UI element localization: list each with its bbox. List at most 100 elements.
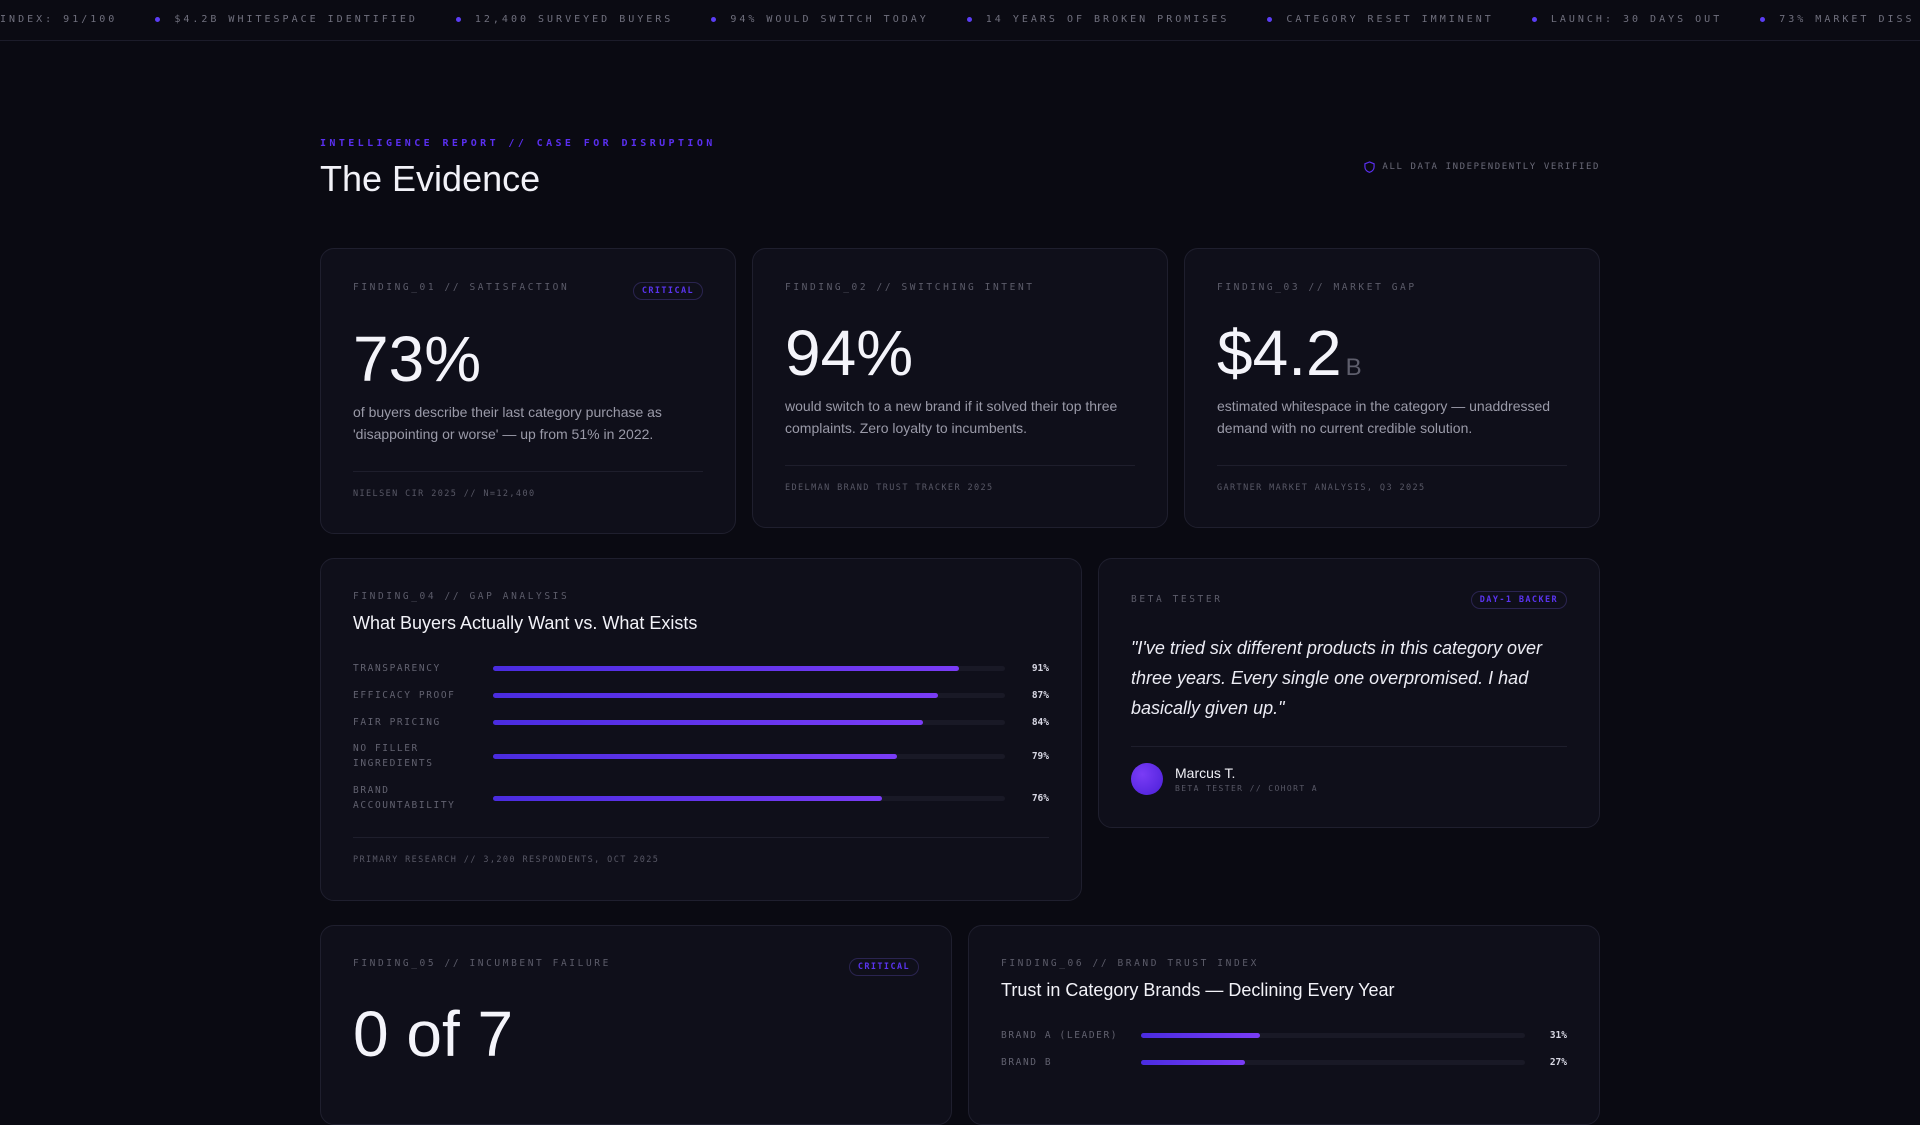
ticker-item: 73% MARKET DISS: [1760, 14, 1914, 25]
ticker-text: 12,400 SURVEYED BUYERS: [474, 14, 674, 25]
report-eyebrow: INTELLIGENCE REPORT // CASE FOR DISRUPTI…: [320, 138, 716, 149]
shield-icon: [1364, 161, 1376, 173]
bar-track: [493, 753, 1005, 759]
card-heading: Trust in Category Brands — Declining Eve…: [1001, 980, 1395, 1000]
bar-track: [493, 665, 1005, 671]
bar-row: BRAND A (LEADER) 31%: [1001, 1020, 1567, 1050]
bar-value: 27%: [1549, 1056, 1567, 1068]
bar-label: BRAND B: [1001, 1056, 1053, 1068]
bar-value: 31%: [1549, 1029, 1567, 1041]
ticker-item: 94% WOULD SWITCH TODAY: [711, 14, 928, 25]
news-ticker: N INDEX: 91/100 $4.2B WHITESPACE IDENTIFI…: [0, 0, 1920, 41]
bar-fill: [493, 753, 898, 759]
bar-value: 87%: [1031, 689, 1049, 701]
bar-value: 79%: [1031, 750, 1049, 762]
finding-card-satisfaction: FINDING_01 // SATISFACTION CRITICAL 73% …: [320, 248, 736, 534]
ticker-text: 14 YEARS OF BROKEN PROMISES: [985, 14, 1230, 25]
finding-card-brand-trust: FINDING_06 // BRAND TRUST INDEX Trust in…: [968, 925, 1600, 1125]
bar-fill: [1141, 1032, 1261, 1038]
source-citation: PRIMARY RESEARCH // 3,200 RESPONDENTS, O…: [353, 855, 660, 865]
divider: [1217, 465, 1567, 466]
bar-label: FAIR PRICING: [353, 716, 441, 728]
finding-card-gap-analysis: FINDING_04 // GAP ANALYSIS What Buyers A…: [320, 558, 1082, 901]
bar-fill: [493, 795, 883, 801]
ticker-text: 94% WOULD SWITCH TODAY: [730, 14, 929, 25]
finding-card-market-gap: FINDING_03 // MARKET GAP $4.2 B estimate…: [1184, 248, 1600, 528]
bar-row: BRAND B 27%: [1001, 1047, 1567, 1077]
bar-track: [1141, 1059, 1525, 1065]
stat-value-group: $4.2 B: [1217, 321, 1362, 385]
ticker-item: 12,400 SURVEYED BUYERS: [455, 14, 674, 25]
critical-badge: CRITICAL: [848, 958, 919, 976]
ticker-track: N INDEX: 91/100 $4.2B WHITESPACE IDENTIFI…: [0, 14, 1920, 25]
bar-fill: [493, 665, 959, 671]
stat-description: would switch to a new brand if it solved…: [785, 398, 1118, 436]
stat-unit: B: [1345, 354, 1362, 381]
card-label: FINDING_05 // INCUMBENT FAILURE: [353, 958, 611, 969]
testimonial-card: BETA TESTER DAY-1 BACKER "I've tried six…: [1098, 558, 1600, 828]
finding-card-incumbent-failure: FINDING_05 // INCUMBENT FAILURE CRITICAL…: [320, 925, 952, 1125]
author-name: Marcus T.: [1175, 765, 1236, 781]
ticker-item: $4.2B WHITESPACE IDENTIFIED: [155, 14, 418, 25]
stat-value: $4.2: [1217, 317, 1342, 389]
bar-track: [493, 719, 1005, 725]
verified-text: ALL DATA INDEPENDENTLY VERIFIED: [1382, 162, 1600, 172]
bar-value: 91%: [1031, 662, 1049, 674]
bar-value: 76%: [1031, 792, 1049, 804]
ticker-text: CATEGORY RESET IMMINENT: [1286, 14, 1494, 25]
card-label: FINDING_04 // GAP ANALYSIS: [353, 591, 570, 602]
ticker-item: 14 YEARS OF BROKEN PROMISES: [966, 14, 1230, 25]
ticker-item: LAUNCH: 30 DAYS OUT: [1531, 14, 1723, 25]
ticker-dot-icon: [1531, 17, 1537, 22]
bar-row: FAIR PRICING 84%: [353, 707, 1049, 737]
ticker-dot-icon: [155, 17, 161, 22]
ticker-dot-icon: [1760, 17, 1766, 22]
ticker-text: 73% MARKET DISS: [1779, 14, 1915, 25]
stat-value: 94%: [785, 317, 914, 389]
finding-card-switching-intent: FINDING_02 // SWITCHING INTENT 94% would…: [752, 248, 1168, 528]
backer-badge: DAY-1 BACKER: [1470, 591, 1567, 609]
verified-note: ALL DATA INDEPENDENTLY VERIFIED: [1364, 161, 1600, 173]
bar-row: TRANSPARENCY 91%: [353, 653, 1049, 683]
ticker-dot-icon: [966, 17, 972, 22]
stat-value: 73%: [353, 323, 482, 395]
stat-description: of buyers describe their last category p…: [353, 404, 662, 442]
bar-value: 84%: [1031, 716, 1049, 728]
ticker-text: $4.2B WHITESPACE IDENTIFIED: [174, 14, 418, 25]
source-citation: NIELSEN CIR 2025 // N=12,400: [353, 489, 536, 499]
ticker-dot-icon: [455, 17, 461, 22]
bar-row: NO FILLER INGREDIENTS 79%: [353, 741, 1049, 771]
bar-label: BRAND ACCOUNTABILITY: [353, 785, 456, 811]
source-citation: GARTNER MARKET ANALYSIS, Q3 2025: [1217, 483, 1426, 493]
critical-badge: CRITICAL: [632, 282, 703, 300]
divider: [353, 471, 703, 472]
page-title: The Evidence: [320, 158, 541, 199]
ticker-text: N INDEX: 91/100: [0, 14, 118, 25]
card-heading: What Buyers Actually Want vs. What Exist…: [353, 613, 698, 633]
bar-label: BRAND A (LEADER): [1001, 1029, 1119, 1041]
bar-fill: [493, 719, 924, 725]
ticker-dot-icon: [1267, 17, 1273, 22]
stat-value: 0 of 7: [353, 998, 514, 1070]
divider: [353, 837, 1049, 838]
bar-track: [493, 692, 1005, 698]
bar-track: [493, 795, 1005, 801]
card-label: FINDING_03 // MARKET GAP: [1217, 282, 1417, 293]
bar-row: BRAND ACCOUNTABILITY 76%: [353, 783, 1049, 813]
ticker-text: LAUNCH: 30 DAYS OUT: [1550, 14, 1723, 25]
ticker-item: CATEGORY RESET IMMINENT: [1267, 14, 1493, 25]
bar-label: TRANSPARENCY: [353, 662, 441, 674]
bar-fill: [1141, 1059, 1245, 1065]
bar-label: NO FILLER INGREDIENTS: [353, 743, 434, 769]
bar-row: EFFICACY PROOF 87%: [353, 680, 1049, 710]
card-label: FINDING_01 // SATISFACTION: [353, 282, 570, 293]
author-role: BETA TESTER // COHORT A: [1175, 784, 1318, 793]
ticker-dot-icon: [711, 17, 717, 22]
bar-label: EFFICACY PROOF: [353, 689, 456, 701]
bar-fill: [493, 692, 939, 698]
ticker-item: N INDEX: 91/100: [0, 14, 117, 25]
stat-description: estimated whitespace in the category — u…: [1217, 398, 1551, 436]
card-label: FINDING_06 // BRAND TRUST INDEX: [1001, 958, 1259, 969]
testimonial-quote: "I've tried six different products in th…: [1131, 638, 1543, 718]
source-citation: EDELMAN BRAND TRUST TRACKER 2025: [785, 483, 994, 493]
